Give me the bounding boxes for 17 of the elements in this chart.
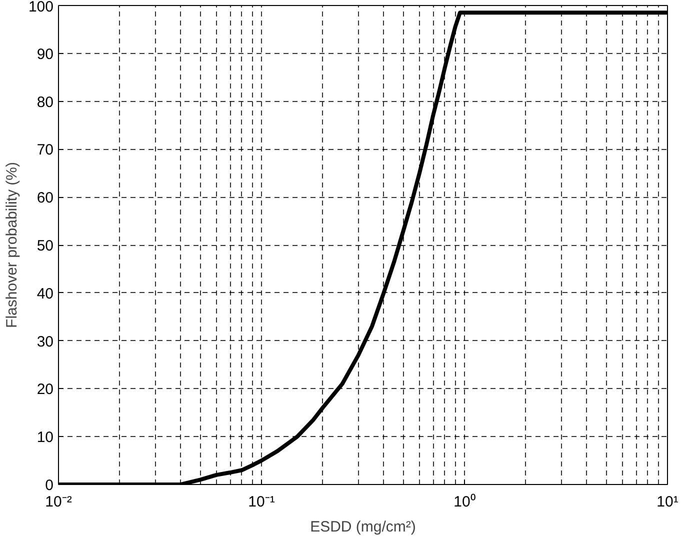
y-tick-label: 30 xyxy=(36,333,54,350)
x-tick-label: 10⁻¹ xyxy=(248,494,275,510)
x-tick-label: 10⁰ xyxy=(454,494,476,510)
x-tick-label: 10⁻² xyxy=(45,494,72,510)
y-tick-label: 80 xyxy=(36,94,54,111)
y-tick-label: 0 xyxy=(45,477,54,494)
y-tick-label: 70 xyxy=(36,142,54,159)
y-tick-label: 40 xyxy=(36,285,54,302)
y-tick-label: 60 xyxy=(36,190,54,207)
y-tick-label: 100 xyxy=(28,0,54,16)
x-axis-title: ESDD (mg/cm²) xyxy=(310,518,416,536)
y-tick-label: 90 xyxy=(36,46,54,63)
y-tick-label: 50 xyxy=(36,238,54,254)
y-tick-label: 10 xyxy=(36,429,54,446)
x-tick-label: 10¹ xyxy=(656,494,678,510)
y-tick-label: 20 xyxy=(36,381,54,398)
y-axis-title: Flashover probability (%) xyxy=(3,162,20,328)
